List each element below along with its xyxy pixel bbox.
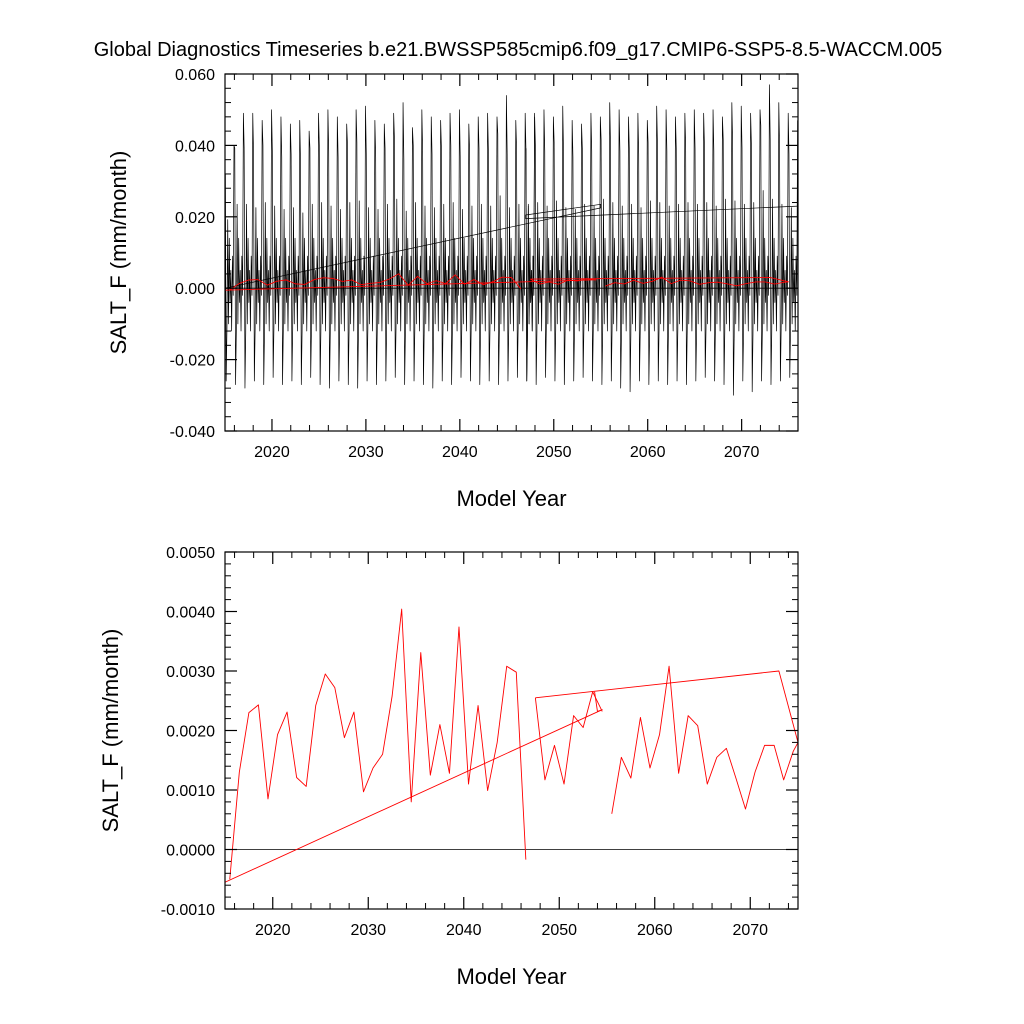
chart-title: Global Diagnostics Timeseries b.e21.BWSS… (94, 39, 943, 61)
bottom-x-tick-label: 2020 (255, 922, 291, 939)
bottom-x-axis-title: Model Year (456, 964, 566, 989)
bottom-y-axis-title: SALT_F (mm/month) (98, 629, 123, 833)
top-x-tick-label: 2070 (724, 444, 760, 461)
top-panel: 2020 2030 2040 2050 2060 2070 -0.040 -0.020 0.00… (106, 67, 799, 511)
top-series-annual_trend-line-1 (530, 277, 789, 283)
top-series-annual-line (229, 273, 522, 291)
bottom-data (225, 608, 798, 883)
top-y-tick-label: 0.000 (175, 281, 215, 298)
bottom-x-tick-label: 2040 (446, 922, 482, 939)
bottom-series-annual_late-line (534, 691, 603, 785)
top-series-monthly-line-1 (525, 84, 798, 396)
top-y-tick-label: 0.060 (175, 67, 215, 84)
bottom-plot-frame (224, 551, 799, 910)
bottom-series-annual-line (229, 608, 527, 880)
top-data (225, 84, 798, 396)
bottom-y-tick-label: 0.0050 (166, 545, 215, 562)
bottom-y-tick-label: -0.0010 (161, 902, 215, 919)
top-y-tick-label: 0.020 (175, 210, 215, 227)
bottom-y-tick-label: 0.0010 (166, 783, 215, 800)
bottom-y-tick-label: 0.0020 (166, 724, 215, 741)
bottom-x-tick-label: 2030 (350, 922, 386, 939)
bottom-y-tick-label: 0.0000 (166, 843, 215, 860)
bottom-x-tick-label: 2070 (732, 922, 768, 939)
top-series-cumulative-line-0 (225, 203, 798, 289)
top-x-tick-label: 2020 (254, 444, 290, 461)
top-y-tick-label: 0.040 (175, 138, 215, 155)
top-plot-frame (224, 73, 799, 432)
bottom-y-tick-label: 0.0030 (166, 664, 215, 681)
top-x-tick-label: 2050 (536, 444, 572, 461)
top-x-tick-label: 2030 (348, 444, 384, 461)
bottom-series-annual_trend-line-0 (225, 691, 603, 883)
top-series-annual_tail-line (605, 276, 789, 287)
bottom-x-tick-label: 2060 (637, 922, 673, 939)
top-x-tick-label: 2040 (442, 444, 478, 461)
top-x-tick-label: 2060 (630, 444, 666, 461)
bottom-x-tick-label: 2050 (541, 922, 577, 939)
bottom-series-annual_tail-line (611, 665, 798, 814)
bottom-panel: 2020 2030 2040 2050 2060 2070 -0.0010 0.0000 0.0… (98, 545, 799, 989)
top-series-annual_trend-line-0 (225, 278, 597, 291)
bottom-y-tick-label: 0.0040 (166, 605, 215, 622)
top-y-tick-label: -0.040 (170, 424, 215, 441)
top-y-tick-label: -0.020 (170, 353, 215, 370)
top-y-axis-title: SALT_F (mm/month) (106, 151, 131, 355)
top-series-monthly-line-0 (225, 95, 535, 389)
bottom-series-annual_trend-line-1 (535, 670, 798, 743)
top-x-axis-title: Model Year (456, 486, 566, 511)
